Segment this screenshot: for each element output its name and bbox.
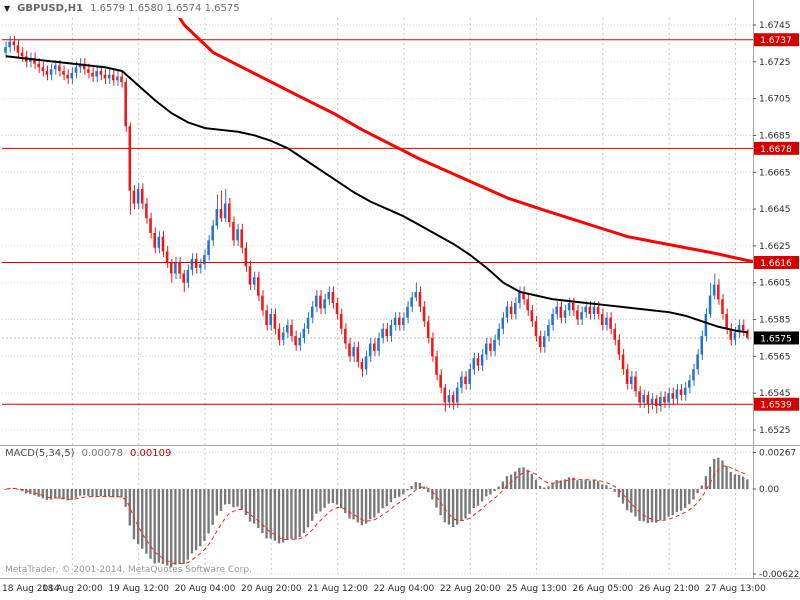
svg-text:-0.00622: -0.00622 bbox=[759, 570, 799, 580]
symbol-timeframe-label: GBPUSD,H1 bbox=[17, 3, 84, 14]
svg-text:22 Aug 20:00: 22 Aug 20:00 bbox=[440, 584, 501, 594]
svg-text:25 Aug 13:00: 25 Aug 13:00 bbox=[506, 584, 567, 594]
svg-text:22 Aug 04:00: 22 Aug 04:00 bbox=[374, 584, 435, 594]
macd-panel[interactable] bbox=[4, 457, 749, 568]
collapse-chart-icon[interactable]: ▼ bbox=[4, 3, 11, 13]
svg-text:19 Aug 12:00: 19 Aug 12:00 bbox=[108, 584, 169, 594]
svg-text:1.6575: 1.6575 bbox=[760, 334, 792, 344]
svg-text:1.6545: 1.6545 bbox=[759, 389, 791, 399]
svg-text:1.6745: 1.6745 bbox=[759, 21, 791, 31]
svg-text:18 Aug 2014: 18 Aug 2014 bbox=[2, 584, 60, 594]
chart-title-bar: ▼ GBPUSD,H1 1.6579 1.6580 1.6574 1.6575 bbox=[4, 3, 240, 14]
macd-signal-line bbox=[6, 465, 749, 565]
svg-text:0.00267: 0.00267 bbox=[759, 449, 796, 459]
red-ma-line bbox=[177, 18, 753, 263]
support-resistance-lines[interactable] bbox=[2, 39, 753, 405]
svg-text:1.6678: 1.6678 bbox=[760, 145, 792, 155]
svg-text:21 Aug 12:00: 21 Aug 12:00 bbox=[307, 584, 368, 594]
svg-text:1.6685: 1.6685 bbox=[759, 131, 791, 141]
copyright-label: MetaTrader, © 2001-2014, MetaQuotes Soft… bbox=[5, 565, 252, 575]
svg-text:1.6705: 1.6705 bbox=[759, 95, 791, 105]
ohlc-values-label: 1.6579 1.6580 1.6574 1.6575 bbox=[90, 3, 240, 14]
svg-text:27 Aug 13:00: 27 Aug 13:00 bbox=[705, 584, 766, 594]
svg-text:0.00: 0.00 bbox=[759, 485, 779, 495]
panel-separators bbox=[0, 0, 800, 579]
svg-text:1.6616: 1.6616 bbox=[760, 259, 792, 269]
candlesticks[interactable] bbox=[4, 36, 749, 414]
svg-text:1.6737: 1.6737 bbox=[760, 36, 792, 46]
svg-text:1.6565: 1.6565 bbox=[759, 352, 791, 362]
black-ma-line bbox=[5, 55, 749, 334]
svg-text:20 Aug 20:00: 20 Aug 20:00 bbox=[241, 584, 302, 594]
macd-indicator-label: MACD(5,34,5) 0.00078 0.00109 bbox=[5, 448, 171, 459]
macd-main-value: 0.00078 bbox=[81, 448, 123, 459]
svg-text:18 Aug 20:00: 18 Aug 20:00 bbox=[42, 584, 103, 594]
svg-text:26 Aug 05:00: 26 Aug 05:00 bbox=[573, 584, 634, 594]
svg-text:1.6525: 1.6525 bbox=[759, 426, 791, 436]
svg-text:1.6665: 1.6665 bbox=[759, 168, 791, 178]
svg-text:26 Aug 21:00: 26 Aug 21:00 bbox=[639, 584, 700, 594]
svg-text:1.6539: 1.6539 bbox=[760, 401, 792, 411]
macd-name-label: MACD(5,34,5) bbox=[5, 448, 75, 459]
svg-text:1.6625: 1.6625 bbox=[759, 242, 791, 252]
svg-text:20 Aug 04:00: 20 Aug 04:00 bbox=[175, 584, 236, 594]
price-axis[interactable]: 1.6745 1.6725 1.6705 1.6685 1.6665 1.6645 1.66… bbox=[753, 21, 799, 580]
svg-text:1.6725: 1.6725 bbox=[759, 58, 791, 68]
svg-text:1.6645: 1.6645 bbox=[759, 205, 791, 215]
macd-signal-value: 0.00109 bbox=[129, 448, 172, 459]
moving-averages bbox=[5, 18, 753, 334]
svg-text:1.6585: 1.6585 bbox=[759, 316, 791, 326]
svg-text:1.6605: 1.6605 bbox=[759, 279, 791, 289]
